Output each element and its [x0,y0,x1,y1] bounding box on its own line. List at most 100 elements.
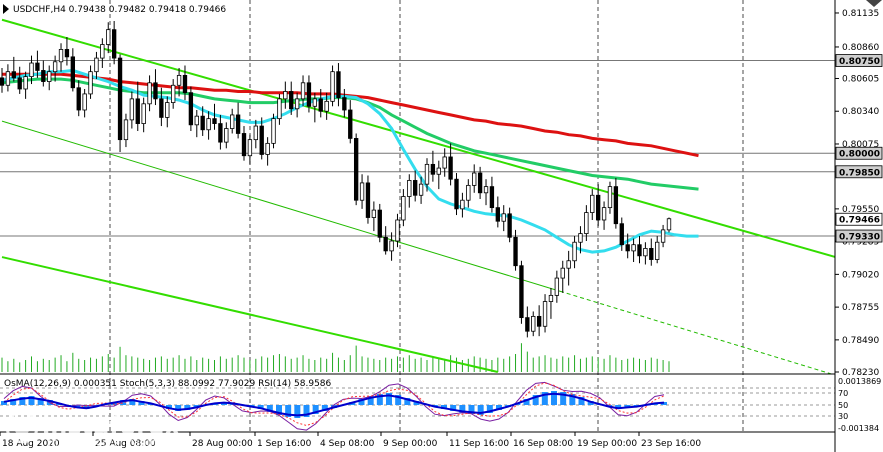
candle [289,81,294,115]
candle [230,108,235,134]
candle-body-down [0,77,5,86]
collapse-triangle-icon[interactable] [3,4,9,14]
osma-bar [10,399,17,405]
candle-body-down [64,49,70,58]
candle-body-down [365,182,371,218]
candle-body-up [631,244,636,252]
candle-body-down [613,186,619,225]
candle-body-down [41,70,46,82]
level-price-tag [835,146,883,160]
candle-body-up [418,183,424,196]
candle [324,92,329,120]
candle [94,51,99,80]
candle [35,50,40,78]
chart-title: USDCHF,H4 0.79438 0.79482 0.79418 0.7946… [13,5,226,15]
osma-bar [1,401,7,405]
candle-body-up [590,194,595,213]
candle [584,205,589,241]
candle [176,67,182,97]
osma-bar [312,405,319,414]
candle-body-down [489,186,495,209]
candle [135,81,140,132]
channel-line [1,120,561,292]
candle-body-up [401,196,406,221]
candle [513,229,518,271]
candle-body-down [625,244,630,252]
candle-body-up [542,301,548,327]
price-tick-label: 0.78490 [842,336,879,346]
chart-shift-marker-icon[interactable] [866,0,882,7]
candle-body-up [548,294,554,302]
candle [525,306,530,338]
time-tick-label: 19 Sep 00:00 [577,439,637,449]
candle [643,242,648,265]
candle [129,91,135,129]
candle [212,103,217,130]
osma-bar [541,392,548,405]
candle-body-down [259,125,264,155]
candle [141,97,146,133]
candle-body-up [123,119,129,141]
candle [64,37,70,66]
candle-body-down [342,97,347,111]
candle-body-down [218,123,223,143]
candle [477,166,483,199]
osma-bar [468,405,475,414]
candle [489,176,495,213]
candle [188,86,194,132]
candle [283,81,288,109]
time-tick-label: 11 Sep 16:00 [449,439,509,449]
watermark-brand: instaforex [42,412,180,440]
price-tick-label: 0.80605 [842,74,879,84]
rsi-line [3,392,665,417]
candle [194,109,199,138]
candle [348,100,353,144]
indicator-level-label: 0.0013869 [838,377,881,386]
candle [436,160,441,190]
candle [560,260,565,293]
candle [218,114,223,150]
candle-body-up [194,115,199,126]
candle-body-up [100,44,105,59]
candle [52,55,58,82]
indicator-panel: 0.0013869 70 50 30 -0.001384 [0,377,881,433]
candle-body-up [271,118,276,144]
stoch-main-line [3,381,665,431]
candle [253,119,258,149]
osma-bar [367,396,374,405]
indicator-readout: OsMA(12,26,9) 0.000351 Stoch(5,3,3) 88.0… [4,379,332,389]
candle [365,175,371,224]
price-tag-label: 0.79330 [839,233,880,243]
candle [123,113,129,148]
candle [88,65,93,99]
candle-body-down [70,56,76,89]
candle [637,236,642,264]
price-tag-label: 0.79466 [839,216,880,226]
candle [23,71,28,99]
candle-body-up [253,125,258,141]
candle [590,189,595,220]
candle [413,170,418,202]
candle [613,177,619,229]
candle-body-up [483,186,489,194]
candle [395,213,400,248]
candle [182,65,188,101]
candle-body-up [436,167,441,175]
candle-body-up [407,180,412,197]
candle-body-down [241,133,247,157]
channel-lines [1,18,836,376]
candle-body-down [111,29,117,59]
candle-body-up [607,186,613,209]
candle [401,189,406,227]
candle-body-up [655,241,660,260]
candle-body-up [294,98,300,110]
osma-bar [523,399,530,405]
candle-body-up [106,29,111,45]
candle [655,236,660,264]
candle-body-down [649,248,654,260]
chart-header: USDCHF,H4 0.79438 0.79482 0.79418 0.7946… [3,4,226,15]
candle-body-down [35,62,40,71]
candle-body-down [448,156,453,180]
